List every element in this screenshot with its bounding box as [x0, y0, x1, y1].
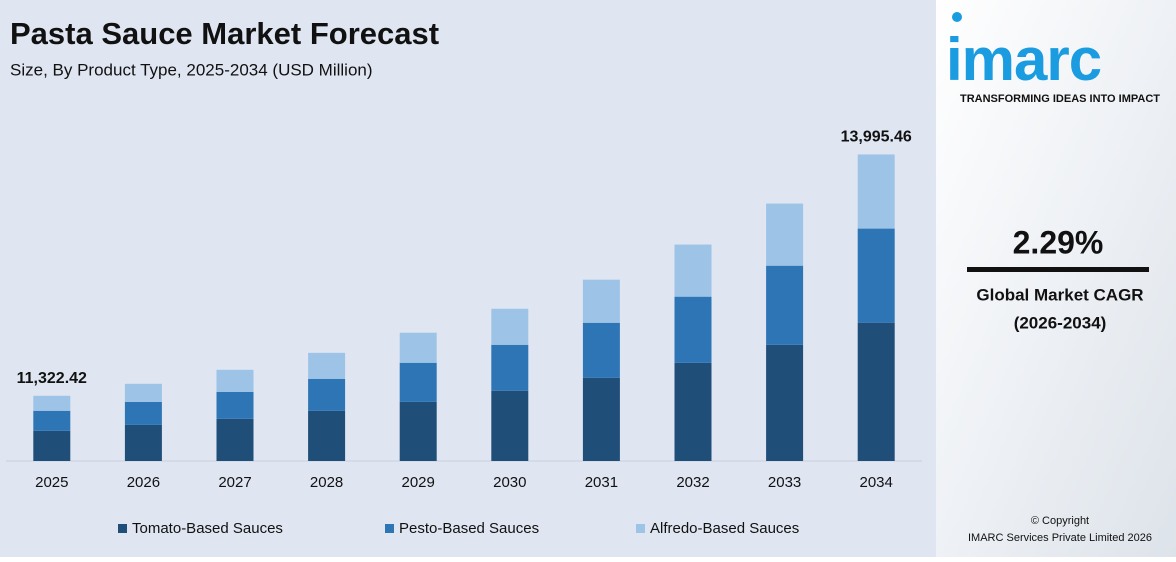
legend-label: Alfredo-Based Sauces: [650, 520, 799, 537]
x-tick-label: 2026: [127, 474, 160, 491]
x-tick-label: 2025: [35, 474, 68, 491]
bar-segment: [857, 228, 895, 323]
bar-segment: [33, 395, 71, 411]
legend-label: Pesto-Based Sauces: [399, 520, 539, 537]
bar-segment: [766, 344, 804, 461]
bar-segment: [124, 424, 162, 461]
bar-segment: [216, 369, 254, 392]
bar-segment: [399, 332, 437, 363]
cagr-label: Global Market CAGR: [976, 285, 1143, 304]
chart-title: Pasta Sauce Market Forecast: [10, 16, 439, 51]
legend-swatch: [385, 524, 394, 533]
bar-segment: [308, 352, 346, 379]
cagr-period: (2026-2034): [1014, 313, 1107, 332]
logo: imarc: [946, 26, 1101, 93]
logo-dot: [952, 12, 962, 22]
bar-segment: [766, 203, 804, 266]
bar-segment: [399, 362, 437, 402]
x-tick-label: 2032: [676, 474, 709, 491]
bar-segment: [33, 430, 71, 461]
bar-segment: [308, 378, 346, 411]
cagr: 2.29%: [1013, 224, 1104, 260]
bar-segment: [582, 322, 620, 378]
bar-segment: [124, 401, 162, 425]
bar-segment: [124, 383, 162, 402]
bar-segment: [491, 390, 529, 461]
bar-segment: [674, 296, 712, 363]
x-tick-label: 2028: [310, 474, 343, 491]
bar-segment: [216, 418, 254, 461]
copyright: © Copyright: [1031, 515, 1089, 527]
total-label: 13,995.46: [841, 129, 912, 146]
bar-segment: [857, 154, 895, 229]
x-tick-label: 2030: [493, 474, 526, 491]
legend-label: Tomato-Based Sauces: [132, 520, 283, 537]
company: IMARC Services Private Limited 2026: [968, 532, 1152, 544]
bar-segment: [582, 377, 620, 461]
bar-segment: [766, 265, 804, 345]
legend-swatch: [636, 524, 645, 533]
x-tick-label: 2033: [768, 474, 801, 491]
bar-segment: [308, 410, 346, 461]
x-tick-label: 2034: [860, 474, 893, 491]
x-tick-label: 2029: [402, 474, 435, 491]
bar-segment: [216, 391, 254, 419]
bar-segment: [491, 308, 529, 345]
bar-segment: [582, 279, 620, 323]
x-tick-label: 2031: [585, 474, 618, 491]
bar-segment: [674, 244, 712, 297]
bar-segment: [399, 401, 437, 461]
tagline: TRANSFORMING IDEAS INTO IMPACT: [960, 93, 1160, 105]
bar-segment: [674, 362, 712, 461]
x-tick-label: 2027: [218, 474, 251, 491]
legend-swatch: [118, 524, 127, 533]
bar-segment: [857, 322, 895, 461]
bar-segment: [491, 344, 529, 391]
total-label: 11,322.42: [17, 370, 87, 387]
chart-subtitle: Size, By Product Type, 2025-2034 (USD Mi…: [10, 60, 373, 79]
bar-segment: [33, 410, 71, 431]
sidebar-background: [936, 0, 1176, 557]
cagr-rule: [967, 267, 1149, 272]
